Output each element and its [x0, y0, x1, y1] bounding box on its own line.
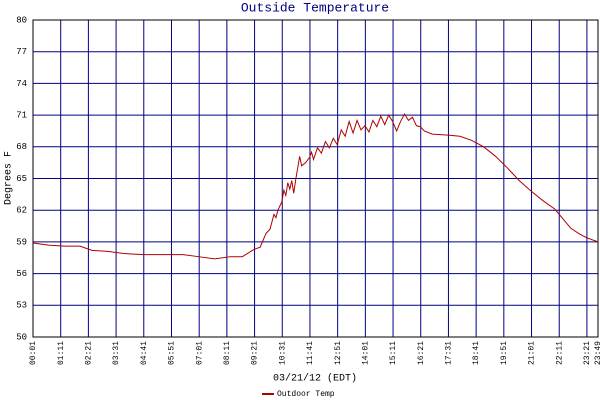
chart-title: Outside Temperature [241, 0, 389, 15]
x-tick-label: 23:49 [594, 341, 600, 365]
y-tick-label: 77 [16, 47, 27, 57]
x-tick-label: 04:41 [140, 341, 149, 365]
x-tick-label: 03:31 [112, 341, 121, 365]
y-axis-label: Degrees F [4, 151, 15, 205]
y-tick-label: 65 [16, 174, 27, 184]
x-tick-label: 18:41 [472, 341, 481, 365]
x-tick-label: 08:11 [223, 341, 232, 365]
x-tick-label: 19:51 [500, 341, 509, 365]
plot-border [32, 19, 599, 338]
y-tick-label: 53 [16, 301, 27, 311]
x-tick-label: 10:31 [278, 341, 287, 365]
y-tick-label: 74 [16, 79, 27, 89]
x-tick-label: 02:21 [85, 341, 94, 365]
x-tick-label: 22:11 [555, 341, 564, 365]
x-tick-label: 05:51 [168, 341, 177, 365]
y-tick-label: 71 [16, 110, 27, 120]
x-tick-label: 15:11 [389, 341, 398, 365]
x-tick-label: 23:21 [583, 341, 592, 365]
x-tick-label: 11:41 [306, 341, 315, 365]
y-tick-label: 59 [16, 237, 27, 247]
line [32, 113, 599, 260]
x-tick-label: 01:11 [57, 341, 66, 365]
x-tick-label: 07:01 [195, 341, 204, 365]
legend-label: Outdoor Temp [277, 390, 335, 399]
y-tick-label: 50 [16, 332, 27, 342]
x-tick-label: 00:01 [29, 341, 38, 365]
x-tick-label: 14:01 [361, 341, 370, 365]
x-tick-label: 16:21 [417, 341, 426, 365]
y-tick-label: 68 [16, 142, 27, 152]
x-tick-label: 21:01 [528, 341, 537, 365]
x-axis-label: 03/21/12 (EDT) [273, 373, 357, 385]
y-tick-label: 56 [16, 269, 27, 279]
x-tick-label: 17:31 [445, 341, 454, 365]
y-tick-label: 80 [16, 15, 27, 25]
x-tick-label: 09:21 [251, 341, 260, 365]
y-tick-label: 62 [16, 206, 27, 216]
x-tick-label: 12:51 [334, 341, 343, 365]
